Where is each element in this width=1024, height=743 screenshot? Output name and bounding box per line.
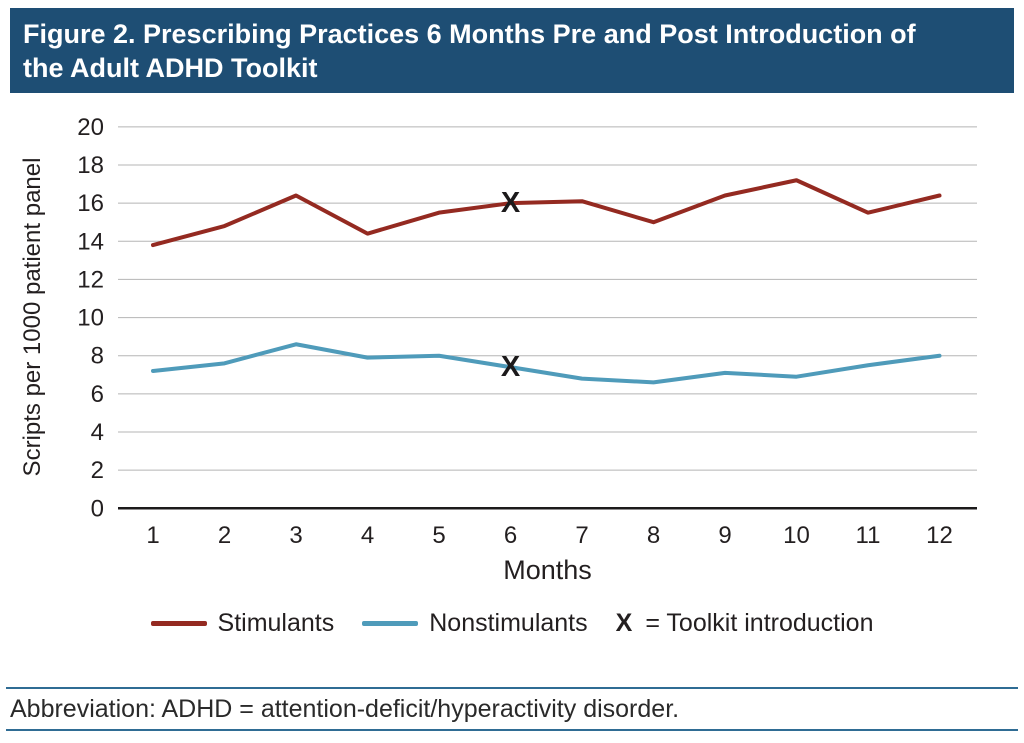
footer-divider-bottom: [6, 729, 1018, 731]
y-tick-label: 18: [77, 152, 104, 179]
x-tick-label: 12: [926, 522, 953, 549]
y-tick-label: 16: [77, 190, 104, 217]
toolkit-marker-symbol: X: [615, 609, 633, 637]
y-tick-label: 2: [91, 457, 104, 484]
x-tick-label: 2: [218, 522, 231, 549]
toolkit-introduction-marker: X: [501, 351, 521, 383]
abbreviation-note: Abbreviation: ADHD = attention-deficit/h…: [10, 695, 680, 723]
y-tick-label: 0: [91, 495, 104, 522]
x-tick-label: 7: [575, 522, 588, 549]
series-line-nonstimulants: [151, 342, 942, 385]
y-tick-label: 10: [77, 305, 104, 332]
x-axis-title: Months: [503, 555, 592, 585]
footer-divider-top: [6, 687, 1018, 689]
nonstimulants-line-swatch: [362, 621, 419, 626]
figure-title-bar: Figure 2. Prescribing Practices 6 Months…: [10, 8, 1014, 93]
x-tick-label: 1: [146, 522, 159, 549]
y-axis-title: Scripts per 1000 patient panel: [19, 158, 46, 477]
legend-label-nonstimulants: Nonstimulants: [429, 609, 588, 637]
y-tick-label: 8: [91, 343, 104, 370]
legend-label-stimulants: Stimulants: [217, 609, 335, 637]
legend-item-nonstimulants: Nonstimulants: [362, 609, 588, 638]
series-line-stimulants: [151, 178, 942, 248]
chart-legend: Stimulants Nonstimulants X = Toolkit int…: [0, 609, 1024, 638]
y-tick-label: 6: [91, 381, 104, 408]
y-tick-label: 12: [77, 266, 104, 293]
legend-item-stimulants: Stimulants: [150, 609, 335, 638]
legend-label-toolkit-introduction: = Toolkit introduction: [645, 609, 874, 637]
x-tick-label: 6: [504, 522, 517, 549]
legend-item-toolkit-marker: X = Toolkit introduction: [616, 609, 874, 638]
x-tick-label: 4: [361, 522, 374, 549]
y-tick-label: 14: [77, 228, 104, 255]
toolkit-introduction-marker: X: [501, 187, 521, 219]
x-tick-label: 3: [289, 522, 302, 549]
x-tick-label: 10: [783, 522, 810, 549]
x-tick-label: 8: [647, 522, 660, 549]
stimulants-line-swatch: [150, 621, 207, 626]
y-tick-label: 20: [77, 114, 104, 141]
y-tick-label: 4: [91, 419, 104, 446]
figure-title-line2: the Adult ADHD Toolkit: [23, 53, 318, 83]
figure-title-line1: Figure 2. Prescribing Practices 6 Months…: [23, 19, 916, 49]
x-tick-label: 11: [856, 522, 881, 549]
x-tick-label: 9: [718, 522, 731, 549]
x-tick-label: 5: [432, 522, 445, 549]
